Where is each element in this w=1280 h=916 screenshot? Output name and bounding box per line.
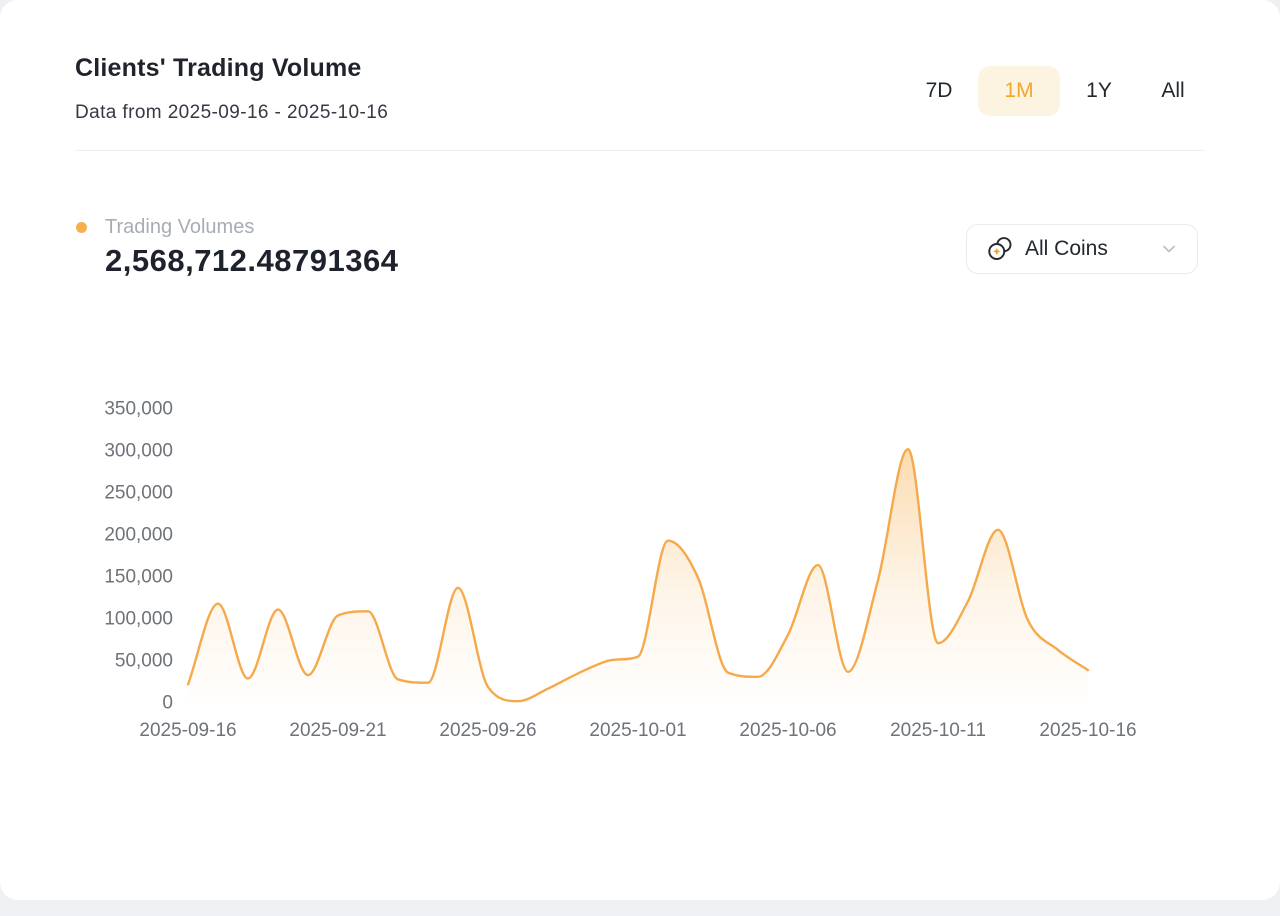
chevron-down-icon xyxy=(1163,245,1175,253)
legend-dot xyxy=(76,222,87,233)
y-axis-tick-label: 250,000 xyxy=(104,483,173,504)
x-axis-tick-label: 2025-10-06 xyxy=(739,720,836,741)
range-tab-7d[interactable]: 7D xyxy=(904,66,974,116)
x-axis-tick-label: 2025-10-11 xyxy=(890,720,986,741)
coin-filter-select[interactable]: All Coins xyxy=(966,224,1198,274)
trading-volume-area-chart[interactable]: 0 50,000 100,000 150,000 200,000 250,000 300,0… xyxy=(0,380,1280,770)
y-axis-tick-label: 100,000 xyxy=(104,609,173,630)
time-range-tabs: 7D 1M 1Y All xyxy=(904,66,1208,116)
x-axis-tick-label: 2025-10-16 xyxy=(1039,720,1136,741)
header-divider xyxy=(75,150,1205,151)
x-axis-tick-label: 2025-09-21 xyxy=(289,720,386,741)
page-title: Clients' Trading Volume xyxy=(75,54,362,82)
x-axis-tick-label: 2025-10-01 xyxy=(589,720,686,741)
x-axis-tick-label: 2025-09-26 xyxy=(439,720,536,741)
y-axis-tick-label: 150,000 xyxy=(104,567,173,588)
coin-filter-label: All Coins xyxy=(1025,237,1108,260)
series-line xyxy=(186,448,1090,703)
range-tab-1m[interactable]: 1M xyxy=(978,66,1060,116)
y-axis-tick-label: 50,000 xyxy=(115,651,173,672)
date-range-subtitle: Data from 2025-09-16 - 2025-10-16 xyxy=(75,102,389,123)
area-fill xyxy=(188,449,1088,702)
y-axis-tick-label: 0 xyxy=(162,693,173,714)
chart-legend: Trading Volumes xyxy=(76,216,254,239)
y-axis-tick-label: 300,000 xyxy=(104,441,173,462)
coins-icon xyxy=(988,237,1012,260)
x-axis-tick-label: 2025-09-16 xyxy=(139,720,236,741)
y-axis-tick-label: 350,000 xyxy=(104,399,173,420)
y-axis-tick-label: 200,000 xyxy=(104,525,173,546)
range-tab-all[interactable]: All xyxy=(1138,66,1208,116)
range-tab-1y[interactable]: 1Y xyxy=(1064,66,1134,116)
total-volume-value: 2,568,712.48791364 xyxy=(105,243,399,278)
legend-label: Trading Volumes xyxy=(105,216,255,238)
